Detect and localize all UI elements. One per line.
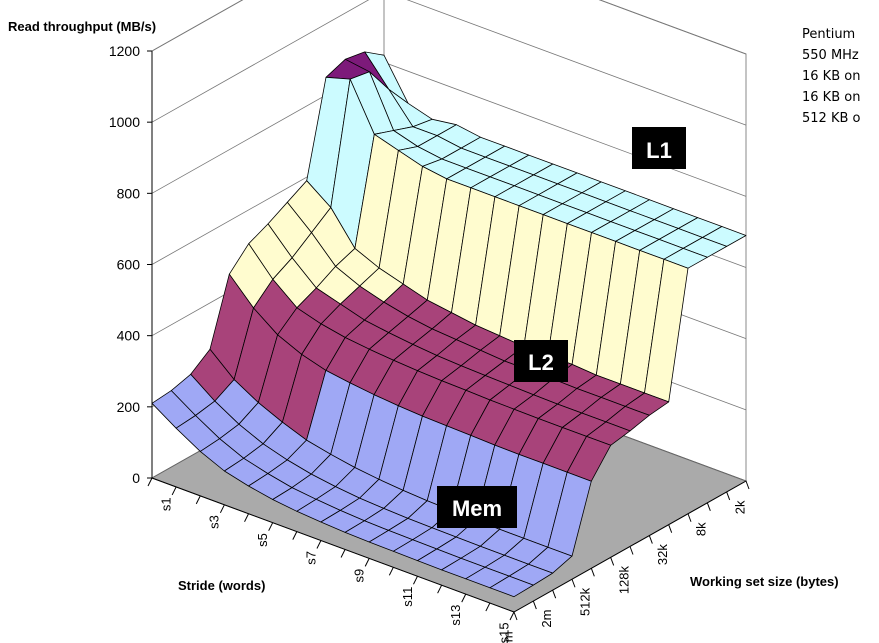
y-tick-label-200: 200 xyxy=(117,399,141,415)
stride-tick-label-s3: s3 xyxy=(207,515,222,529)
y-tick-label-800: 800 xyxy=(117,185,141,201)
ws-tick-11 xyxy=(726,491,731,501)
ws-tick-2 xyxy=(552,589,557,599)
ws-tick-10 xyxy=(706,502,711,512)
stride-tick-4 xyxy=(244,513,249,522)
ws-tick-label-2k: 2k xyxy=(732,500,747,514)
y-tick-label-1200: 1200 xyxy=(109,43,140,59)
stride-tick-labels: s1 s3 s5 s7 s9 s11 s13 s15 xyxy=(158,497,511,643)
stride-axis-line xyxy=(151,477,515,613)
note-line-2: 550 MHz xyxy=(802,48,859,63)
chart-axes xyxy=(147,50,750,621)
l1-label-box: L1 xyxy=(632,127,686,169)
surface-mesh xyxy=(151,51,747,598)
stride-tick-0 xyxy=(147,477,153,487)
stride-tick-15 xyxy=(509,611,515,621)
stride-tick-7 xyxy=(316,540,322,549)
stride-tick-12 xyxy=(437,584,443,594)
stride-tick-label-s1: s1 xyxy=(158,497,173,511)
y-axis-title: Read throughput (MB/s) xyxy=(8,19,156,34)
y-tick-label-600: 600 xyxy=(117,257,141,273)
ws-tick-label-8k: 8k xyxy=(694,522,709,536)
ws-tick-6 xyxy=(629,546,634,555)
note-line-5: 512 KB o xyxy=(802,111,861,126)
stride-tick-10 xyxy=(388,567,394,576)
ws-tick-12 xyxy=(745,480,750,490)
note-line-1: Pentium xyxy=(802,27,856,42)
y-tick-labels: 0 200 400 600 800 1000 1200 xyxy=(109,43,140,486)
stride-tick-5 xyxy=(268,522,274,531)
ws-tick-label-2m: 2m xyxy=(539,610,554,628)
ws-tick-9 xyxy=(687,513,692,522)
note-line-4: 16 KB on xyxy=(802,90,861,105)
l2-label-box: L2 xyxy=(514,340,568,382)
ws-tick-label-512k: 512k xyxy=(578,587,593,616)
ws-tick-label-8m: 8m xyxy=(500,631,515,643)
stride-tick-14 xyxy=(485,602,491,612)
processor-notes: Pentium 550 MHz 16 KB on 16 KB on 512 KB… xyxy=(802,24,860,129)
y-tick-label-400: 400 xyxy=(117,328,141,344)
stride-tick-6 xyxy=(292,531,298,540)
stride-tick-1 xyxy=(171,486,177,496)
mem-label-box: Mem xyxy=(437,486,517,528)
gridline-1000 xyxy=(151,0,747,126)
ws-tick-3 xyxy=(571,579,576,588)
ws-tick-5 xyxy=(610,557,615,566)
y-tick-label-0: 0 xyxy=(132,470,140,486)
ws-tick-1 xyxy=(532,600,537,610)
ws-tick-0 xyxy=(513,611,518,621)
stride-tick-3 xyxy=(219,504,225,514)
z-axis-title: Stride (words) xyxy=(178,578,265,593)
stride-tick-label-s11: s11 xyxy=(400,587,415,607)
stride-tick-13 xyxy=(461,593,467,603)
l2-label: L2 xyxy=(528,350,554,375)
stride-tick-label-s7: s7 xyxy=(303,551,318,565)
stride-tick-label-s9: s9 xyxy=(352,569,367,583)
l1-label: L1 xyxy=(646,138,672,163)
gridline-1200 xyxy=(151,0,747,55)
stride-tick-label-s13: s13 xyxy=(448,605,463,626)
surface-cell-ws0-s14 xyxy=(489,575,534,598)
mem-label: Mem xyxy=(452,496,502,521)
y-tick-label-1000: 1000 xyxy=(109,114,140,130)
x-axis-title: Working set size (bytes) xyxy=(690,574,839,589)
stride-tick-8 xyxy=(340,549,346,558)
ws-tick-label-32k: 32k xyxy=(655,544,670,565)
stride-tick-2 xyxy=(195,495,201,505)
stride-tick-label-s5: s5 xyxy=(255,533,270,547)
note-line-3: 16 KB on xyxy=(802,69,861,84)
ws-tick-4 xyxy=(590,568,595,577)
working-set-tick-labels: 2k 8k 32k 128k 512k 2m 8m xyxy=(500,500,747,643)
stride-tick-9 xyxy=(364,558,370,567)
ws-tick-8 xyxy=(668,524,673,533)
ws-tick-label-128k: 128k xyxy=(616,565,631,594)
ws-tick-7 xyxy=(648,535,653,544)
stride-tick-label-s15: s15 xyxy=(496,622,511,643)
stride-tick-11 xyxy=(413,576,418,585)
